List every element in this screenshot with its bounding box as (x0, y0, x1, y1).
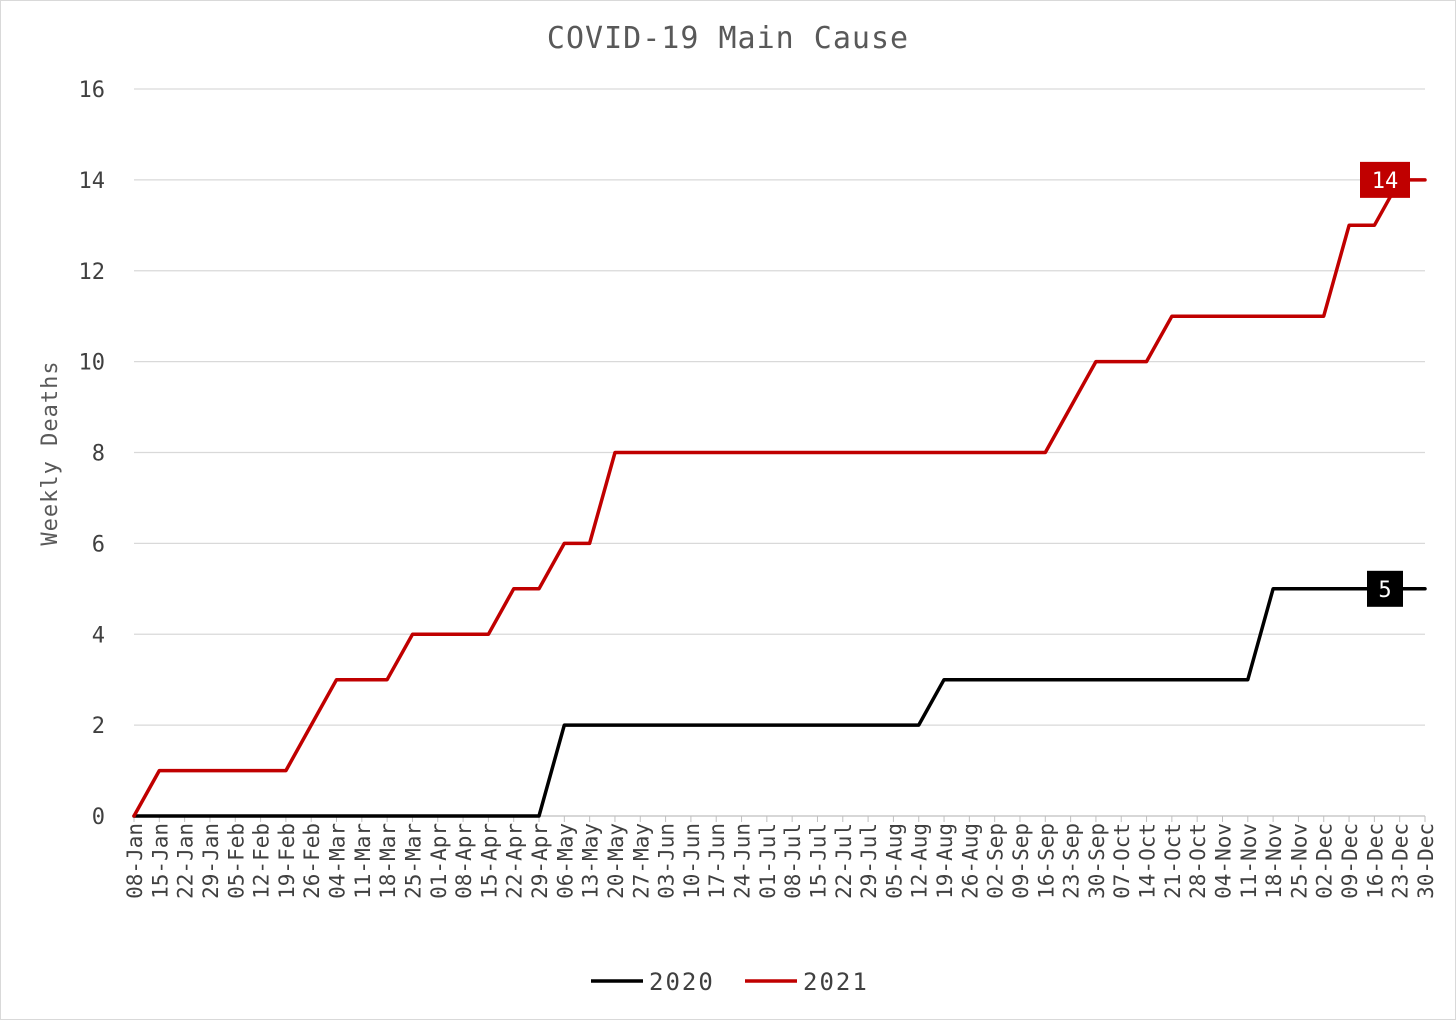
x-tick-label: 12-Aug (908, 823, 932, 899)
x-tick-label: 29-Apr (528, 823, 552, 899)
x-tick-label: 04-Mar (326, 823, 350, 899)
y-axis-label: Weekly Deaths (38, 360, 63, 545)
x-tick-label: 26-Feb (300, 823, 324, 899)
x-tick-label: 06-May (553, 823, 577, 899)
x-tick-label: 12-Feb (250, 823, 274, 899)
x-tick-label: 22-Jul (832, 823, 856, 899)
x-tick-label: 22-Jan (174, 823, 198, 899)
x-tick-label: 16-Dec (1363, 823, 1387, 899)
x-tick-label: 09-Sep (1009, 823, 1033, 899)
x-tick-label: 11-Nov (1237, 823, 1261, 899)
x-tick-label: 02-Dec (1313, 823, 1337, 899)
x-tick-label: 23-Dec (1389, 823, 1413, 899)
y-axis-ticks: 0 2 4 6 8 10 12 14 16 (79, 78, 106, 830)
x-tick-label: 19-Feb (275, 823, 299, 899)
x-tick-label: 15-Jan (148, 823, 172, 899)
gridlines (134, 88, 1425, 726)
x-tick-label: 02-Sep (984, 823, 1008, 899)
x-tick-label: 30-Sep (1085, 823, 1109, 899)
legend-label-2021: 2021 (803, 968, 869, 996)
x-tick-label: 15-Jul (806, 823, 830, 899)
series-line-2021 (132, 178, 1427, 818)
x-tick-label: 25-Mar (401, 823, 425, 899)
x-tick-label: 01-Jul (756, 823, 780, 899)
y-tick-label: 4 (92, 623, 105, 648)
x-tick-label: 27-May (629, 823, 653, 899)
x-tick-label: 08-Jul (781, 823, 805, 899)
x-tick-label: 26-Aug (958, 823, 982, 899)
x-axis: 08-Jan 15-Jan 22-Jan 29-Jan 05-Feb 12-Feb 19-F… (123, 815, 1438, 899)
x-tick-label: 05-Aug (882, 823, 906, 899)
legend: 2020 2021 (591, 968, 869, 996)
end-label-2020: 5 (1378, 578, 1391, 603)
end-label-box-2020 (1367, 570, 1403, 607)
x-tick-label: 09-Dec (1338, 823, 1362, 899)
x-tick-label: 29-Jan (199, 823, 223, 899)
end-label-box-2021 (1360, 161, 1410, 198)
end-labels: 5 14 (1360, 161, 1410, 607)
x-tick-label: 13-May (579, 823, 603, 899)
x-tick-label: 15-Apr (477, 823, 501, 899)
x-tick-label: 23-Sep (1060, 823, 1084, 899)
x-tick-label: 11-Mar (351, 823, 375, 899)
end-label-2021: 14 (1372, 169, 1399, 194)
x-tick-label: 04-Nov (1211, 823, 1235, 899)
y-tick-label: 12 (79, 260, 106, 285)
x-tick-label: 25-Nov (1287, 823, 1311, 899)
x-tick-label: 17-Jun (705, 823, 729, 899)
x-tick-label: 21-Oct (1161, 823, 1185, 899)
x-tick-label: 01-Apr (427, 823, 451, 899)
x-tick-label: 07-Oct (1110, 823, 1134, 899)
x-tick-label: 16-Sep (1034, 823, 1058, 899)
y-tick-label: 10 (79, 351, 106, 376)
x-tick-label: 19-Aug (933, 823, 957, 899)
x-tick-label: 14-Oct (1136, 823, 1160, 899)
x-tick-label: 08-Jan (123, 823, 147, 899)
chart-title: COVID-19 Main Cause (547, 21, 909, 56)
x-tick-label: 18-Mar (376, 823, 400, 899)
y-tick-label: 14 (79, 169, 106, 194)
x-tick-label: 29-Jul (857, 823, 881, 899)
y-tick-label: 0 (92, 805, 105, 830)
y-tick-label: 6 (92, 532, 105, 557)
x-tick-label: 03-Jun (655, 823, 679, 899)
x-tick-label: 24-Jun (731, 823, 755, 899)
y-tick-label: 2 (92, 714, 105, 739)
x-tick-label: 30-Dec (1414, 823, 1438, 899)
x-tick-label: 08-Apr (452, 823, 476, 899)
y-tick-label: 8 (92, 442, 105, 467)
y-tick-label: 16 (79, 78, 106, 103)
x-tick-label: 18-Nov (1262, 823, 1286, 899)
legend-label-2020: 2020 (649, 968, 715, 996)
x-tick-label: 10-Jun (680, 823, 704, 899)
x-tick-label: 20-May (604, 823, 628, 899)
x-tick-label: 28-Oct (1186, 823, 1210, 899)
x-tick-label: 22-Apr (503, 823, 527, 899)
series-lines (132, 178, 1427, 818)
series-line-2020 (132, 587, 1427, 818)
x-tick-label: 05-Feb (224, 823, 248, 899)
